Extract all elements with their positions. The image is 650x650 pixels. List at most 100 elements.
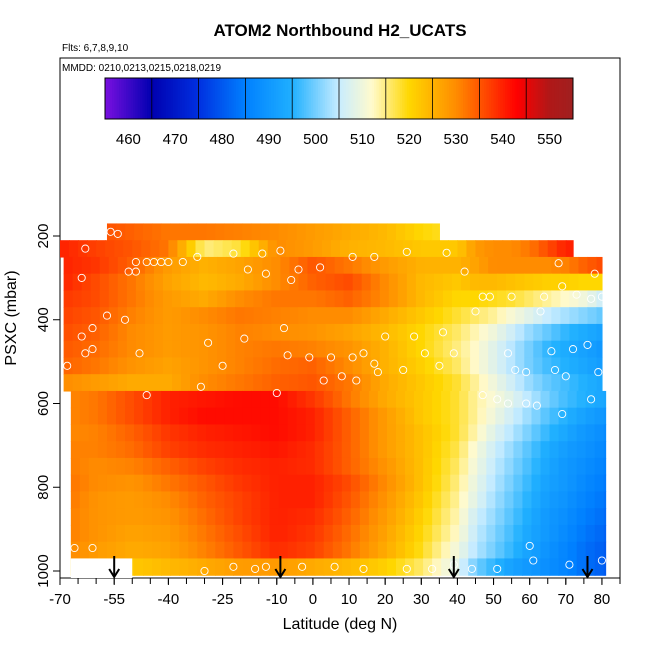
- dates-label: MMDD: 0210,0213,0215,0218,0219: [62, 63, 221, 74]
- colorbar-segment: [320, 78, 324, 119]
- heatmap-cell: [486, 407, 496, 426]
- heatmap-cell: [190, 256, 200, 275]
- heatmap-cell: [99, 307, 110, 325]
- heatmap-cell: [244, 340, 254, 359]
- x-tick-label: 20: [377, 591, 394, 608]
- colorbar-segment: [329, 78, 333, 119]
- heatmap-cell: [262, 357, 272, 375]
- heatmap-cell: [533, 340, 543, 359]
- heatmap-cell: [199, 290, 209, 308]
- heatmap-cell: [117, 256, 128, 275]
- heatmap-cell: [271, 256, 281, 275]
- observation-point: [511, 365, 520, 375]
- heatmap-cell: [504, 541, 515, 560]
- heatmap-cell: [442, 323, 453, 342]
- heatmap-cell: [325, 256, 336, 275]
- heatmap-cell: [386, 491, 397, 509]
- heatmap-cell: [125, 441, 135, 459]
- heatmap-cell: [585, 441, 596, 459]
- heatmap-cell: [432, 541, 442, 560]
- heatmap-cell: [361, 374, 372, 392]
- heatmap-cell: [314, 541, 325, 560]
- heatmap-cell: [181, 273, 191, 292]
- heatmap-cell: [97, 491, 108, 509]
- heatmap-cell: [468, 541, 478, 560]
- heatmap-cell: [524, 256, 534, 275]
- heatmap-cell: [551, 357, 561, 375]
- heatmap-cell: [298, 374, 309, 392]
- heatmap-cell: [466, 240, 477, 258]
- heatmap-cell: [99, 340, 110, 359]
- heatmap-cell: [208, 323, 218, 342]
- heatmap-cell: [152, 407, 162, 426]
- flight-marker-arrow: [447, 556, 460, 579]
- observation-point: [326, 353, 336, 362]
- heatmap-cell: [152, 524, 162, 543]
- colorbar-segment: [364, 78, 368, 119]
- heatmap-cell: [388, 323, 399, 342]
- heatmap-cell: [549, 508, 560, 526]
- heatmap-cell: [307, 290, 318, 308]
- heatmap-cell: [70, 407, 81, 426]
- colorbar-tick-label: 460: [116, 131, 141, 148]
- heatmap-cell: [253, 357, 263, 375]
- heatmap-cell: [134, 508, 144, 526]
- heatmap-cell: [442, 340, 453, 359]
- heatmap-cell: [442, 307, 453, 325]
- heatmap-cell: [181, 323, 191, 342]
- observation-point: [70, 543, 79, 553]
- flights-label: Flts: 6,7,8,9,10: [62, 43, 129, 54]
- heatmap-cell: [296, 474, 307, 493]
- heatmap-cell: [253, 256, 263, 275]
- heatmap-cell: [479, 290, 489, 308]
- heatmap-cell: [578, 357, 589, 375]
- heatmap-cell: [79, 457, 90, 476]
- heatmap-cell: [314, 390, 325, 409]
- heatmap-cell: [370, 307, 381, 325]
- heatmap-cell: [450, 441, 460, 459]
- heatmap-cell: [233, 407, 244, 426]
- observation-point: [507, 292, 516, 301]
- heatmap-cell: [585, 424, 596, 442]
- observation-point: [131, 267, 140, 276]
- heatmap-cell: [531, 508, 542, 526]
- heatmap-cell: [116, 441, 126, 459]
- heatmap-cell: [432, 457, 442, 476]
- heatmap-cell: [479, 340, 489, 359]
- heatmap-cell: [414, 541, 424, 560]
- heatmap-cell: [179, 541, 189, 560]
- heatmap-cell: [289, 290, 300, 308]
- heatmap-cell: [135, 256, 146, 275]
- colorbar-segment: [488, 78, 492, 119]
- heatmap-cell: [533, 374, 543, 392]
- heatmap-cell: [99, 357, 110, 375]
- heatmap-cell: [269, 491, 280, 509]
- heatmap-cell: [190, 374, 200, 392]
- colorbar-segment: [231, 78, 235, 119]
- heatmap-cell: [170, 424, 180, 442]
- heatmap-cell: [558, 541, 569, 560]
- heatmap-cell: [558, 558, 569, 576]
- heatmap-cell: [343, 374, 354, 392]
- heatmap-cell: [549, 474, 560, 493]
- observation-point: [402, 564, 411, 573]
- heatmap-cell: [594, 407, 605, 426]
- heatmap-cell: [79, 424, 90, 442]
- heatmap-cell: [278, 508, 289, 526]
- heatmap-cell: [78, 240, 88, 258]
- heatmap-cell: [459, 491, 469, 509]
- heatmap-cell: [289, 307, 300, 325]
- observation-point: [558, 409, 567, 419]
- observation-point: [597, 292, 606, 301]
- heatmap-cell: [215, 508, 225, 526]
- heatmap-cell: [251, 390, 262, 409]
- heatmap-cell: [87, 240, 97, 258]
- heatmap-cell: [143, 223, 153, 241]
- heatmap-cell: [90, 273, 101, 292]
- heatmap-cell: [415, 256, 426, 275]
- heatmap-cell: [603, 524, 607, 543]
- heatmap-cell: [488, 256, 498, 275]
- heatmap-cell: [578, 323, 589, 342]
- heatmap-cell: [350, 558, 361, 576]
- heatmap-cell: [108, 357, 119, 375]
